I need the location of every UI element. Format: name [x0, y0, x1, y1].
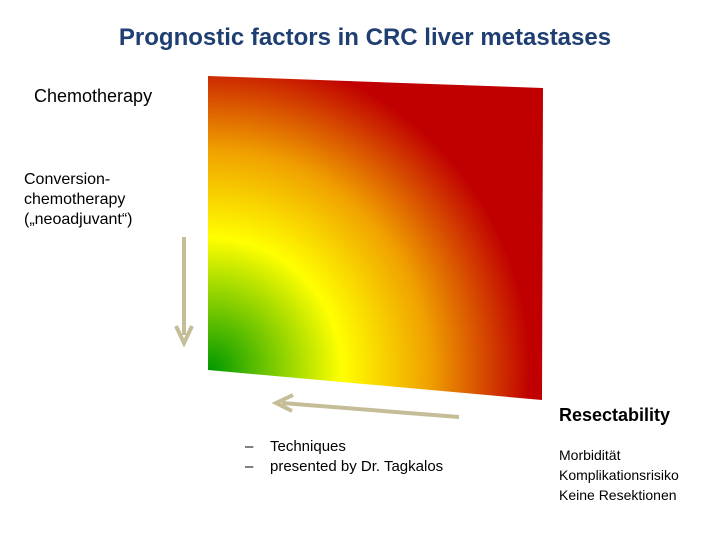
resectability-label: Resectability	[559, 405, 671, 425]
conversion-chemotherapy-label: Conversion- chemotherapy („neoadjuvant“)	[24, 170, 133, 230]
risk-item: Morbidität	[559, 447, 621, 463]
gradient-square	[208, 76, 543, 400]
list-item: – presented by Dr. Tagkalos	[245, 457, 443, 477]
bullet-dash: –	[245, 458, 254, 475]
arrow-left-icon	[271, 393, 460, 419]
techniques-list: – Techniques – presented by Dr. Tagkalos	[245, 437, 443, 477]
list-item: – Techniques	[245, 437, 443, 457]
slide-title: Prognostic factors in CRC liver metastas…	[118, 24, 612, 51]
bullet-dash: –	[245, 438, 254, 455]
risk-item: Keine Resektionen	[559, 487, 677, 503]
conversion-line: („neoadjuvant“)	[24, 211, 133, 228]
risk-list: Morbidität Komplikationsrisiko Keine Res…	[559, 445, 679, 505]
conversion-line: Conversion-	[24, 171, 111, 188]
list-item-text: Techniques	[270, 438, 346, 455]
risk-item: Komplikationsrisiko	[559, 467, 679, 483]
chemotherapy-label: Chemotherapy	[34, 86, 153, 106]
arrow-down-icon	[174, 237, 194, 348]
list-item-text: presented by Dr. Tagkalos	[270, 458, 444, 475]
conversion-line: chemotherapy	[24, 191, 126, 208]
